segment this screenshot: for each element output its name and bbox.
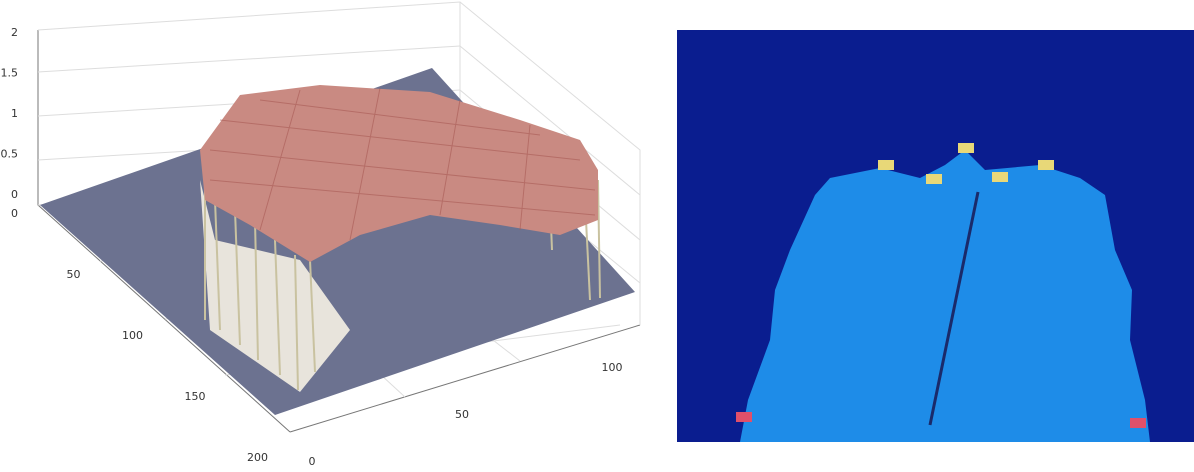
fingertip-markers xyxy=(878,143,1054,184)
tick-label: 0 xyxy=(309,455,316,468)
tick-label: 150 xyxy=(185,390,206,403)
tick-label: 1.5 xyxy=(1,67,19,80)
tick-label: 100 xyxy=(122,329,143,342)
hand-region xyxy=(740,150,1150,442)
grid-line xyxy=(459,45,641,196)
tick-label: 1 xyxy=(11,107,18,120)
surface-mesh xyxy=(209,87,596,241)
tick-label: 50 xyxy=(67,268,81,281)
surface-wall xyxy=(200,180,350,392)
grid-line xyxy=(37,45,461,73)
base-markers xyxy=(736,412,1146,428)
tick-label: 0 xyxy=(11,188,18,201)
axis-line xyxy=(928,191,980,426)
axis-box xyxy=(289,324,641,433)
tick-label: 200 xyxy=(247,451,268,464)
side-wall xyxy=(459,1,641,325)
tick-label: 100 xyxy=(602,361,623,374)
tick-label: 0.5 xyxy=(1,148,19,161)
tick-label: 2 xyxy=(11,26,18,39)
tick-label: 0 xyxy=(11,207,18,220)
tick-labels: 0 0.5 1 1.5 2 0 50 100 150 200 0 50 100 xyxy=(1,26,623,468)
depth-image xyxy=(677,30,1194,442)
surface-plot: 0 0.5 1 1.5 2 0 50 100 150 200 0 50 100 xyxy=(1,1,641,468)
tick-label: 50 xyxy=(455,408,469,421)
